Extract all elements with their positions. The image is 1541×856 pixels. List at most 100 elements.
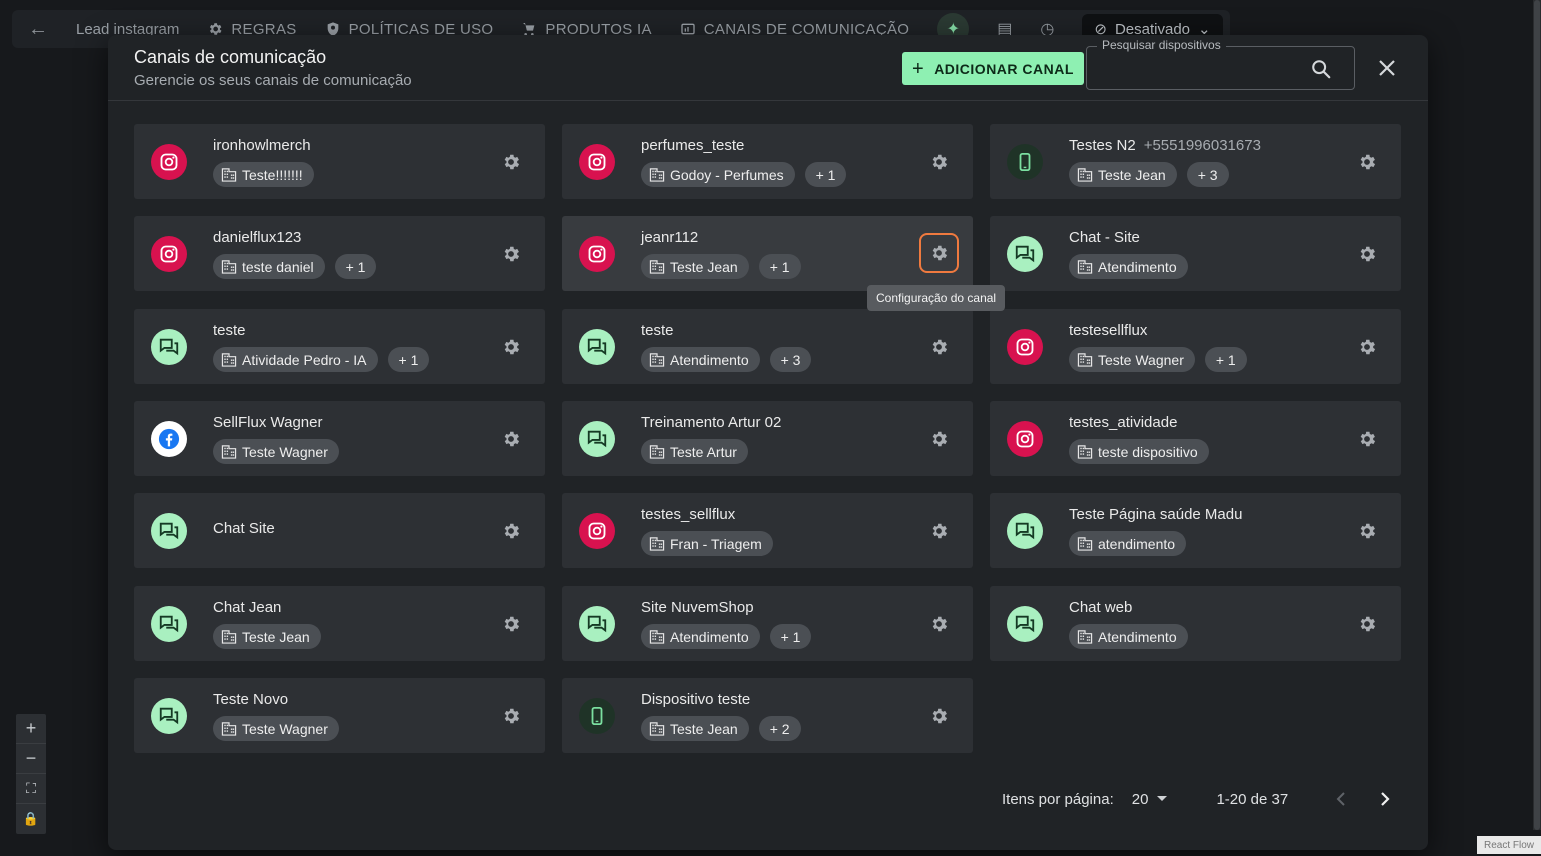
building-icon [221,629,237,644]
channel-card[interactable]: Chat - Site Atendimento [990,216,1401,291]
channel-settings-button[interactable] [1357,244,1377,264]
fit-view-button[interactable]: ⛶ [16,774,46,804]
next-page-button[interactable] [1370,791,1400,807]
channel-card[interactable]: Teste Página saúde Madu atendimento [990,493,1401,568]
channel-name-text: Testes N2 [1069,137,1136,154]
more-departments-chip[interactable]: + 1 [804,162,847,187]
channel-tags: Teste!!!!!!! [213,162,314,187]
department-label: Teste Wagner [242,443,328,460]
react-flow-attribution[interactable]: React Flow [1477,836,1541,854]
channel-settings-button[interactable] [501,244,521,264]
channel-card[interactable]: Site NuvemShop Atendimento + 1 [562,586,973,661]
lock-button[interactable]: 🔒 [16,804,46,834]
channel-name: Site NuvemShop [641,599,754,616]
channel-card[interactable]: Chat Site [134,493,545,568]
channel-settings-button[interactable] [501,337,521,357]
arrow-left-icon[interactable]: ← [28,17,48,40]
toolbar-produtos[interactable]: PRODUTOS IA [521,21,651,38]
channel-name-text: Teste Página saúde Madu [1069,506,1243,523]
gear-icon [501,152,521,172]
channel-name: Treinamento Artur 02 [641,414,781,431]
channel-card[interactable]: jeanr112 Teste Jean + 1 [562,216,973,291]
more-departments-chip[interactable]: + 3 [769,347,812,372]
channel-name-text: testes_sellflux [641,506,736,523]
channel-settings-button[interactable] [929,706,949,726]
more-departments-chip[interactable]: + 2 [758,716,801,741]
channel-settings-button[interactable] [1357,614,1377,634]
channel-card[interactable]: Chat Jean Teste Jean [134,586,545,661]
channel-tags: Atendimento [1069,254,1188,279]
channel-card[interactable]: perfumes_teste Godoy - Perfumes + 1 [562,124,973,199]
more-departments-chip[interactable]: + 1 [387,347,430,372]
zoom-out-button[interactable]: − [16,744,46,774]
gear-icon [1357,244,1377,264]
channel-card[interactable]: testes_atividade teste dispositivo [990,401,1401,476]
department-chip: Atividade Pedro - IA [213,347,378,372]
prev-page-button[interactable] [1326,791,1356,807]
department-chip: Teste Jean [641,716,749,741]
channel-card[interactable]: Chat web Atendimento [990,586,1401,661]
channel-card[interactable]: Dispositivo teste Teste Jean + 2 [562,678,973,753]
channel-settings-button[interactable] [929,337,949,357]
channel-tags: Teste Wagner [213,716,339,741]
more-departments-chip[interactable]: + 3 [1186,162,1229,187]
building-icon [221,167,237,182]
policy-icon [327,22,338,36]
department-chip: teste dispositivo [1069,439,1209,464]
notes-icon[interactable]: ▤ [997,21,1013,38]
channel-card[interactable]: SellFlux Wagner Teste Wagner [134,401,545,476]
channel-card[interactable]: ironhowlmerch Teste!!!!!!! [134,124,545,199]
building-icon [649,721,665,736]
more-departments-chip[interactable]: + 1 [334,254,377,279]
department-label: Fran - Triagem [670,535,762,552]
cart-icon [523,23,535,36]
channel-name: testesellflux [1069,322,1147,339]
channel-card[interactable]: danielflux123 teste daniel + 1 [134,216,545,291]
channel-card[interactable]: teste Atividade Pedro - IA + 1 [134,309,545,384]
department-chip: Teste Wagner [213,716,339,741]
channel-settings-button[interactable] [501,521,521,541]
more-departments-chip[interactable]: + 1 [769,624,812,649]
channel-card[interactable]: Teste Novo Teste Wagner [134,678,545,753]
department-label: Atendimento [670,628,749,645]
channel-settings-button[interactable] [501,429,521,449]
channel-settings-button[interactable] [919,233,959,273]
channel-settings-button[interactable] [929,152,949,172]
channel-card[interactable]: teste Atendimento + 3 [562,309,973,384]
zoom-in-button[interactable]: + [16,714,46,744]
channel-settings-button[interactable] [929,614,949,634]
channel-tags: Fran - Triagem [641,531,773,556]
toolbar-regras[interactable]: REGRAS [207,21,296,38]
per-page-select[interactable]: 20 [1132,791,1169,808]
channel-settings-button[interactable] [929,521,949,541]
channel-settings-button[interactable] [1357,429,1377,449]
close-button[interactable] [1374,55,1400,81]
search-icon[interactable] [1310,58,1332,80]
channel-settings-button[interactable] [1357,152,1377,172]
channel-tags: Atendimento + 1 [641,624,812,649]
add-channel-button[interactable]: + ADICIONAR CANAL [902,52,1084,85]
channel-settings-button[interactable] [501,706,521,726]
channel-settings-button[interactable] [1357,521,1377,541]
department-label: Atendimento [1098,628,1177,645]
channel-card[interactable]: testes_sellflux Fran - Triagem [562,493,973,568]
instagram-icon [579,144,615,180]
channel-settings-button[interactable] [1357,337,1377,357]
channel-settings-button[interactable] [501,152,521,172]
channel-card[interactable]: Testes N2 +5551996031673 Teste Jean + 3 [990,124,1401,199]
more-departments-chip[interactable]: + 1 [1204,347,1247,372]
instagram-icon [151,144,187,180]
channel-name: testes_sellflux [641,506,735,523]
channel-card[interactable]: testesellflux Teste Wagner + 1 [990,309,1401,384]
scrollbar-thumb[interactable] [1534,0,1540,830]
toolbar-canais[interactable]: CANAIS DE COMUNICAÇÃO [680,21,910,38]
channel-settings-button[interactable] [929,429,949,449]
history-icon[interactable]: ◷ [1040,21,1055,38]
toolbar-politicas[interactable]: POLÍTICAS DE USO [325,21,494,38]
close-icon [1379,60,1395,76]
search-input[interactable]: Pesquisar dispositivos [1086,38,1355,90]
more-departments-chip[interactable]: + 1 [758,254,801,279]
channel-card[interactable]: Treinamento Artur 02 Teste Artur [562,401,973,476]
channel-settings-button[interactable] [501,614,521,634]
channel-name: Chat Site [213,520,275,537]
